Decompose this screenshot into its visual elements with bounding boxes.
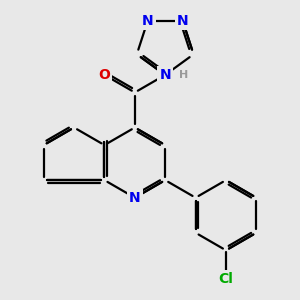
Text: N: N [142,14,154,28]
Text: N: N [129,191,141,205]
Text: O: O [98,68,110,82]
Text: N: N [159,68,171,82]
Text: H: H [179,70,188,80]
Text: Cl: Cl [218,272,233,286]
Text: N: N [177,14,188,28]
Text: N: N [159,68,171,82]
